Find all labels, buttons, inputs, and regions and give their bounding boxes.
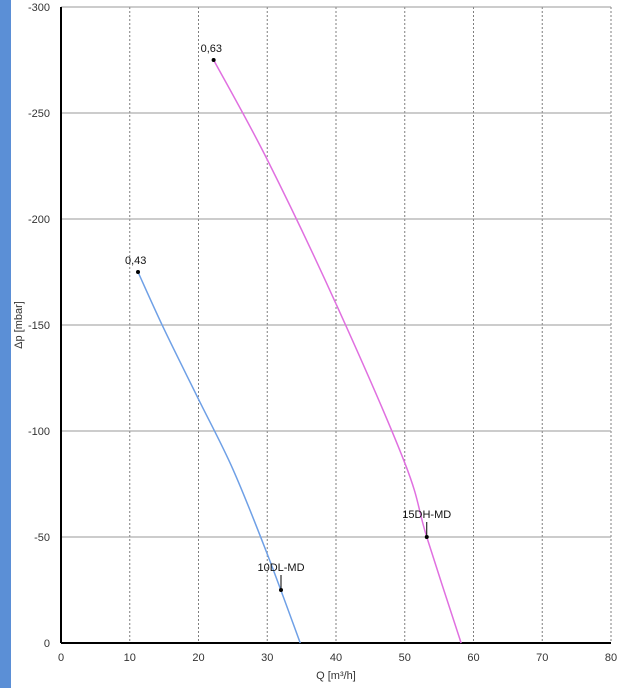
y-tick-label: -150 <box>28 320 50 332</box>
x-tick-label: 10 <box>124 652 136 664</box>
x-tick-label: 50 <box>399 652 411 664</box>
y-tick-label: -250 <box>28 108 50 120</box>
series-name-point <box>424 535 429 539</box>
series-line-10dl-md <box>137 271 301 644</box>
series-name-label: 10DL-MD <box>257 562 304 574</box>
x-tick-label: 60 <box>467 652 479 664</box>
series-line-15dh-md <box>212 59 462 644</box>
x-tick-label: 40 <box>330 652 342 664</box>
x-tick-label: 0 <box>58 652 64 664</box>
y-tick-label: -300 <box>28 2 50 14</box>
axes <box>60 7 611 644</box>
x-tick-label: 80 <box>605 652 617 664</box>
x-tick-label: 20 <box>192 652 204 664</box>
grid <box>61 6 612 643</box>
y-tick-label: 0 <box>44 638 50 650</box>
left-accent-bar <box>0 0 11 688</box>
x-tick-label: 30 <box>261 652 273 664</box>
series-start-label: 0,63 <box>201 43 222 55</box>
tick-labels: 0 10 20 30 40 50 60 70 80 0 -50 -100 -150 -200 -250 -30… <box>28 2 617 664</box>
x-axis-label: Q [m³/h] <box>316 670 356 682</box>
series-start-point <box>136 270 140 274</box>
series-name-point <box>279 588 283 592</box>
point-markers: 0,43 10DL-MD 0,63 15DH-MD <box>125 43 451 592</box>
y-tick-label: -100 <box>28 426 50 438</box>
series-name-label: 15DH-MD <box>402 509 451 521</box>
x-tick-label: 70 <box>536 652 548 664</box>
series-lines <box>137 59 462 644</box>
series-start-label: 0,43 <box>125 255 146 267</box>
y-tick-label: -50 <box>34 532 50 544</box>
y-tick-label: -200 <box>28 214 50 226</box>
y-axis-label: Δp [mbar] <box>13 301 25 349</box>
series-start-point <box>211 58 216 62</box>
